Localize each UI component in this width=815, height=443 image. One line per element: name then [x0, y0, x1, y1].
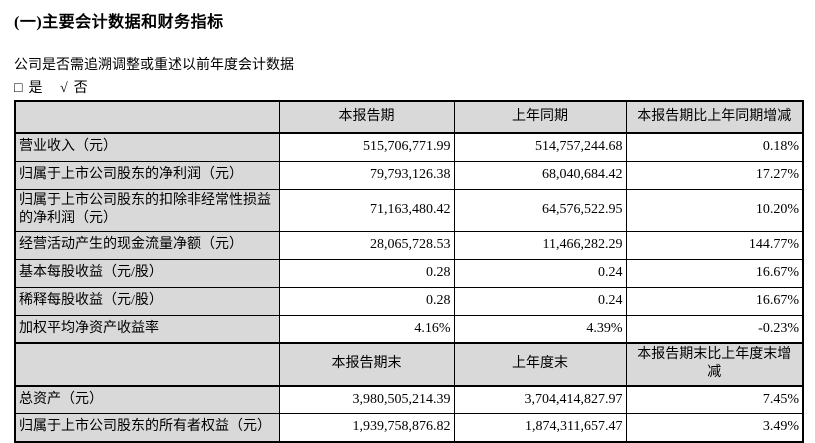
option-no-label: 否	[73, 81, 88, 96]
prior-period-cell: 3,704,414,827.97	[453, 385, 627, 415]
section-title: (一)主要会计数据和财务指标	[14, 14, 224, 31]
prior-period-cell: 0.24	[453, 258, 627, 288]
table-row-net-profit: 归属于上市公司股东的净利润（元） 79,793,126.38 68,040,68…	[14, 160, 804, 190]
restatement-question: 公司是否需追溯调整或重述以前年度会计数据	[14, 58, 294, 73]
change-cell: 0.18%	[625, 132, 804, 162]
table-row-operating-cash-flow: 经营活动产生的现金流量净额（元） 28,065,728.53 11,466,28…	[14, 230, 804, 260]
current-period-cell: 3,980,505,214.39	[278, 385, 455, 415]
change-cell: 144.77%	[625, 230, 804, 260]
row-label-cell: 经营活动产生的现金流量净额（元）	[14, 230, 280, 260]
header-prior-period: 上年同期	[453, 100, 627, 134]
row-label-cell: 稀释每股收益（元/股）	[14, 286, 280, 316]
table-row-revenue: 营业收入（元） 515,706,771.99 514,757,244.68 0.…	[14, 132, 804, 162]
change-cell: -0.23%	[625, 314, 804, 344]
option-yes: □ 是	[14, 81, 42, 96]
prior-period-cell: 0.24	[453, 286, 627, 316]
table-row-total-assets: 总资产（元） 3,980,505,214.39 3,704,414,827.97…	[14, 385, 804, 415]
header-prior-year-end: 上年度末	[453, 342, 627, 387]
change-cell: 7.45%	[625, 385, 804, 415]
prior-period-cell: 1,874,311,657.47	[453, 413, 627, 443]
current-period-cell: 1,939,758,876.82	[278, 413, 455, 443]
table-row-net-profit-excl-nonrecurring: 归属于上市公司股东的扣除非经常性损益的净利润（元） 71,163,480.42 …	[14, 188, 804, 232]
row-label-cell: 营业收入（元）	[14, 132, 280, 162]
header-period-end: 本报告期末	[278, 342, 455, 387]
row-label-cell: 归属于上市公司股东的净利润（元）	[14, 160, 280, 190]
current-period-cell: 0.28	[278, 258, 455, 288]
current-period-cell: 28,065,728.53	[278, 230, 455, 260]
period-end-header-row: 本报告期末 上年度末 本报告期末比上年度末增减	[14, 342, 804, 387]
change-cell: 17.27%	[625, 160, 804, 190]
option-no: √ 否	[60, 81, 88, 96]
row-label-cell: 归属于上市公司股东的所有者权益（元）	[14, 413, 280, 443]
table-row-weighted-avg-roe: 加权平均净资产收益率 4.16% 4.39% -0.23%	[14, 314, 804, 344]
financial-indicators-table: 本报告期 上年同期 本报告期比上年同期增减 营业收入（元） 515,706,77…	[14, 100, 804, 443]
row-label-cell: 归属于上市公司股东的扣除非经常性损益的净利润（元）	[14, 188, 280, 232]
checkbox-unchecked-icon: □	[14, 81, 23, 96]
current-period-cell: 0.28	[278, 286, 455, 316]
header-period-change: 本报告期比上年同期增减	[625, 100, 804, 134]
header-period-end-change: 本报告期末比上年度末增减	[625, 342, 804, 387]
table-row-shareholders-equity: 归属于上市公司股东的所有者权益（元） 1,939,758,876.82 1,87…	[14, 413, 804, 443]
current-period-cell: 79,793,126.38	[278, 160, 455, 190]
change-cell: 16.67%	[625, 286, 804, 316]
table-row-basic-eps: 基本每股收益（元/股） 0.28 0.24 16.67%	[14, 258, 804, 288]
row-label-cell: 加权平均净资产收益率	[14, 314, 280, 344]
prior-period-cell: 4.39%	[453, 314, 627, 344]
header-empty-cell	[14, 342, 280, 387]
prior-period-cell: 514,757,244.68	[453, 132, 627, 162]
header-current-period: 本报告期	[278, 100, 455, 134]
current-period-cell: 515,706,771.99	[278, 132, 455, 162]
check-mark-icon: √	[59, 81, 68, 96]
option-yes-label: 是	[28, 81, 43, 96]
row-label-cell: 总资产（元）	[14, 385, 280, 415]
change-cell: 16.67%	[625, 258, 804, 288]
current-period-cell: 4.16%	[278, 314, 455, 344]
row-label-cell: 基本每股收益（元/股）	[14, 258, 280, 288]
change-cell: 3.49%	[625, 413, 804, 443]
table-row-diluted-eps: 稀释每股收益（元/股） 0.28 0.24 16.67%	[14, 286, 804, 316]
period-header-row: 本报告期 上年同期 本报告期比上年同期增减	[14, 100, 804, 134]
restatement-answer: □ 是 √ 否	[14, 77, 102, 97]
prior-period-cell: 64,576,522.95	[453, 188, 627, 232]
prior-period-cell: 68,040,684.42	[453, 160, 627, 190]
current-period-cell: 71,163,480.42	[278, 188, 455, 232]
header-empty-cell	[14, 100, 280, 134]
change-cell: 10.20%	[625, 188, 804, 232]
prior-period-cell: 11,466,282.29	[453, 230, 627, 260]
